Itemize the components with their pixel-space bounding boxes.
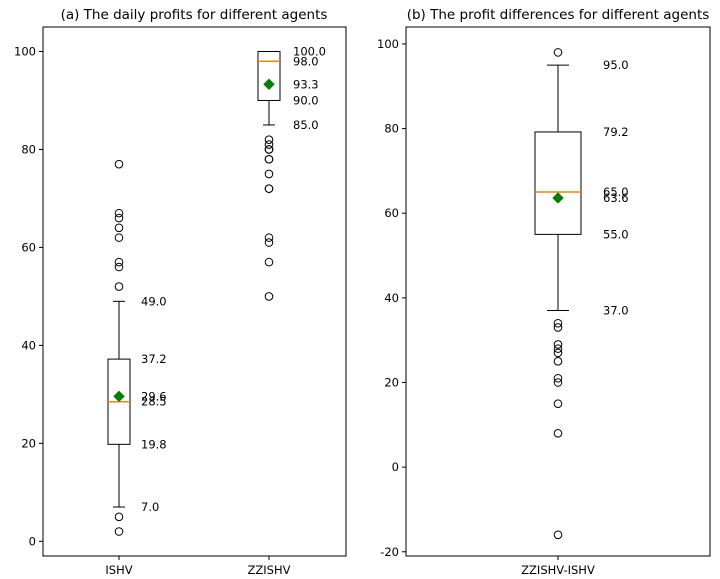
outlier-point [264, 184, 274, 193]
outlier-point [553, 378, 563, 387]
iqr-box [257, 50, 281, 101]
y-tick-label: 0 [29, 534, 36, 548]
chart-title: (a) The daily profits for different agen… [61, 7, 328, 23]
outlier-point [553, 399, 563, 408]
x-tick-label: ZZISHV [248, 563, 291, 577]
outlier-point [553, 48, 563, 57]
outlier-point [114, 233, 124, 242]
outlier-point [114, 257, 124, 267]
outlier-point [114, 213, 124, 223]
annotation-label: 49.0 [141, 294, 167, 308]
outlier-point [553, 357, 563, 366]
outlier-point [553, 428, 563, 438]
annotation-label: 100.0 [293, 44, 326, 58]
outlier-point [264, 238, 274, 247]
annotation-label: 19.8 [141, 437, 167, 451]
y-tick-label: 100 [377, 37, 399, 51]
annotation-label: 65.0 [603, 185, 629, 199]
annotation-label: 63.6 [603, 191, 629, 205]
y-tick-label: 20 [384, 375, 399, 389]
annotation-label: 55.0 [603, 227, 629, 241]
y-tick-label: 80 [384, 122, 399, 136]
outlier-point [553, 530, 563, 540]
outlier-point [114, 512, 124, 522]
y-tick-label: 60 [384, 206, 399, 220]
y-tick-label: 40 [384, 291, 399, 305]
y-tick-label: 60 [21, 240, 36, 254]
outlier-point [553, 344, 563, 353]
y-tick-label: 80 [21, 142, 36, 156]
annotation-label: 93.3 [293, 77, 319, 91]
y-tick-label: 100 [14, 44, 36, 58]
box-ishv [107, 159, 131, 536]
annotation-label: 95.0 [603, 58, 629, 72]
outlier-point [264, 140, 274, 149]
annotation-label: 79.2 [603, 125, 629, 139]
x-tick-label: ISHV [105, 563, 132, 577]
annotation-label: 90.0 [293, 93, 319, 107]
box-zzishv-ishv [534, 48, 582, 540]
annotation-label: 85.0 [293, 118, 319, 132]
chart-b: (b) The profit differences for different… [377, 7, 711, 577]
chart-a: (a) The daily profits for different agen… [14, 7, 347, 577]
mean-marker [113, 390, 125, 403]
outlier-point [264, 257, 274, 267]
plot-frame [42, 26, 347, 557]
outlier-point [114, 527, 124, 536]
outlier-point [264, 233, 274, 242]
y-tick-label: 40 [21, 338, 36, 352]
annotation-label: 37.2 [141, 352, 167, 366]
mean-marker [552, 192, 564, 204]
annotation-label: 28.5 [141, 395, 167, 409]
chart-title: (b) The profit differences for different… [407, 7, 710, 23]
outlier-point [114, 282, 124, 291]
x-tick-label: ZZISHV-ISHV [521, 563, 595, 577]
outlier-point [114, 208, 124, 218]
annotation-label: 37.0 [603, 304, 629, 318]
iqr-box [534, 131, 582, 235]
annotation-label: 7.0 [141, 500, 159, 514]
box-zzishv [257, 50, 281, 301]
outlier-point [553, 348, 563, 358]
outlier-point [264, 145, 274, 154]
annotation-label: 29.6 [141, 389, 167, 403]
y-tick-label: 20 [21, 436, 36, 450]
outlier-point [553, 318, 563, 328]
annotation-label: 98.0 [293, 54, 319, 68]
outlier-point [553, 340, 563, 349]
outlier-point [114, 223, 124, 233]
outlier-point [114, 262, 124, 272]
outlier-point [553, 373, 563, 383]
y-tick-label: 0 [392, 460, 399, 474]
outlier-point [114, 159, 124, 169]
outlier-point [553, 323, 563, 332]
outlier-point [264, 169, 274, 179]
mean-marker [263, 78, 275, 91]
outlier-point [264, 154, 274, 164]
outlier-point [264, 292, 274, 301]
outlier-point [264, 135, 274, 144]
y-tick-label: -20 [380, 545, 399, 559]
